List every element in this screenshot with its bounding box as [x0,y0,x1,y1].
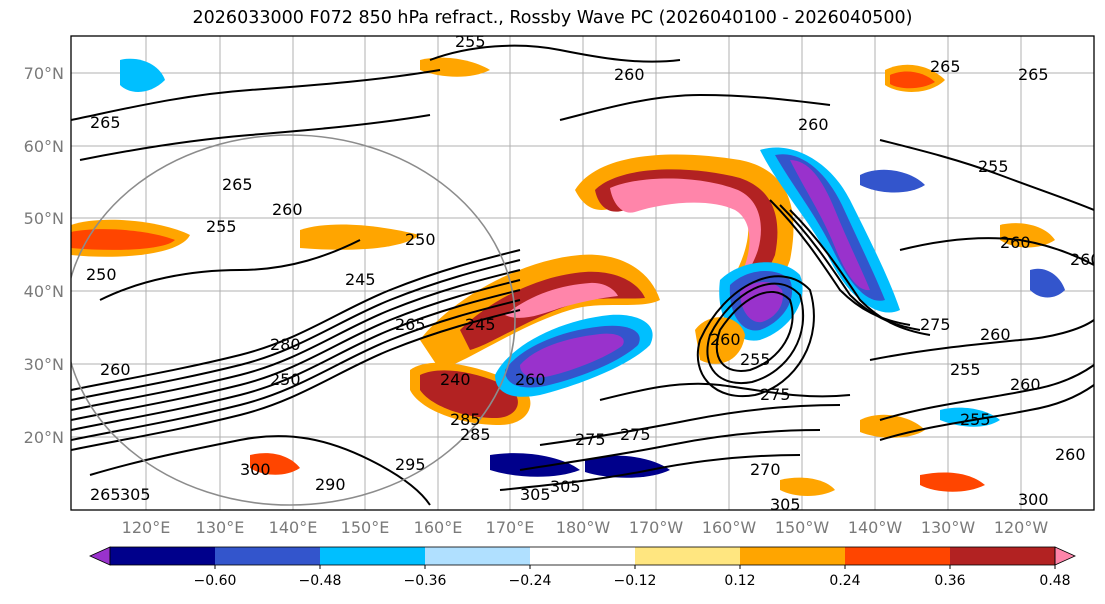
lon-label: 150°E [341,518,390,537]
colorbar-tick-label: 0.48 [1039,573,1070,589]
contour-label: 250 [86,265,117,284]
contour-label: 260 [710,330,741,349]
contour-label: 245 [345,270,376,289]
lat-label: 70°N [24,64,64,83]
colorbar-segment [740,547,846,565]
colorbar-tick-label: 0.24 [829,573,860,589]
contour-label: 245 [465,315,496,334]
colorbar-segment [425,547,531,565]
contour-label: 260 [1000,233,1031,252]
contour-label: 255 [960,410,991,429]
lon-label: 130°W [921,518,976,537]
contour-label: 260 [798,115,829,134]
contour-label: 260 [1070,250,1101,269]
lat-label: 40°N [24,282,64,301]
contour-label: 255 [206,217,237,236]
contour-label: 265 [930,57,961,76]
lat-label: 50°N [24,209,64,228]
contour-label: 275 [760,385,791,404]
contour-label: 255 [740,350,771,369]
contour-label: 260 [272,200,303,219]
colorbar-tick-label: −0.24 [509,573,552,589]
contour-label: 300 [1018,490,1049,509]
longitude-labels: 120°E 130°E 140°E 150°E 160°E 170°E 180°… [122,518,1049,537]
colorbar-segment [320,547,426,565]
contour-label-group: 255 260 265 265 265 260 255 260 265 255 … [86,32,1101,514]
contour-label: 265 [222,175,253,194]
contour-label: 300 [240,460,271,479]
contour-label: 255 [978,157,1009,176]
lat-label: 60°N [24,137,64,156]
lon-label: 150°W [775,518,830,537]
contour-label: 260 [100,360,131,379]
colorbar-tick-label: −0.36 [404,573,447,589]
contour-label: 295 [395,455,426,474]
contour-label: 275 [575,430,606,449]
graticule [71,36,1094,510]
contour-label: 250 [270,370,301,389]
contour-label: 280 [270,335,301,354]
lon-label: 170°W [629,518,684,537]
lon-label: 140°E [269,518,318,537]
colorbar-tick-label: −0.48 [299,573,342,589]
colorbar-segment [110,547,216,565]
contour-label: 255 [455,32,486,51]
lat-label: 20°N [24,428,64,447]
contour-label: 305 [120,485,151,504]
lon-label: 160°E [414,518,463,537]
refractivity-contours [71,44,1094,506]
contour-label: 240 [440,370,471,389]
contour-label: 260 [515,370,546,389]
colorbar-tick-label: −0.60 [194,573,237,589]
wave-anomaly-shading [71,57,1065,496]
colorbar-segment [530,547,636,565]
contour-label: 305 [520,485,551,504]
colorbar-segment [845,547,951,565]
reference-circle [71,134,516,506]
contour-label: 305 [770,495,801,514]
lon-label: 120°W [994,518,1049,537]
colorbar-arrow-high [1054,546,1076,566]
map-title: 2026033000 F072 850 hPa refract., Rossby… [192,8,913,28]
lon-label: 180°W [556,518,611,537]
contour-label: 265 [1018,65,1049,84]
latitude-labels: 70°N 60°N 50°N 40°N 30°N 20°N [24,64,64,447]
lon-label: 170°E [486,518,535,537]
colorbar-segment [215,547,321,565]
contour-label: 285 [450,410,481,429]
contour-label: 290 [315,475,346,494]
contour-label: 260 [980,325,1011,344]
lat-label: 30°N [24,355,64,374]
colorbar-tick-label: −0.12 [614,573,657,589]
lon-label: 140°W [848,518,903,537]
contour-label: 260 [614,65,645,84]
colorbar: −0.60 −0.48 −0.36 −0.24 −0.12 0.12 0.24 0.36 0.4… [89,546,1076,589]
lon-label: 120°E [122,518,171,537]
contour-label: 265 [395,315,426,334]
colorbar-tick-label: 0.12 [724,573,755,589]
contour-label: 275 [620,425,651,444]
contour-label: 285 [460,425,491,444]
contour-label: 260 [1055,445,1086,464]
lon-label: 160°W [702,518,757,537]
contour-label: 260 [1010,375,1041,394]
contour-label: 255 [950,360,981,379]
contour-label: 275 [920,315,951,334]
colorbar-border [109,546,1056,566]
contour-label: 265 [90,113,121,132]
contour-label: 265 [90,485,121,504]
contour-label: 270 [750,460,781,479]
colorbar-arrow-low [89,546,111,566]
colorbar-tick-label: 0.36 [934,573,965,589]
contour-label: 250 [405,230,436,249]
colorbar-segment [950,547,1056,565]
lon-label: 130°E [196,518,245,537]
map-frame [70,35,1095,511]
colorbar-segment [635,547,741,565]
contour-label: 305 [550,477,581,496]
